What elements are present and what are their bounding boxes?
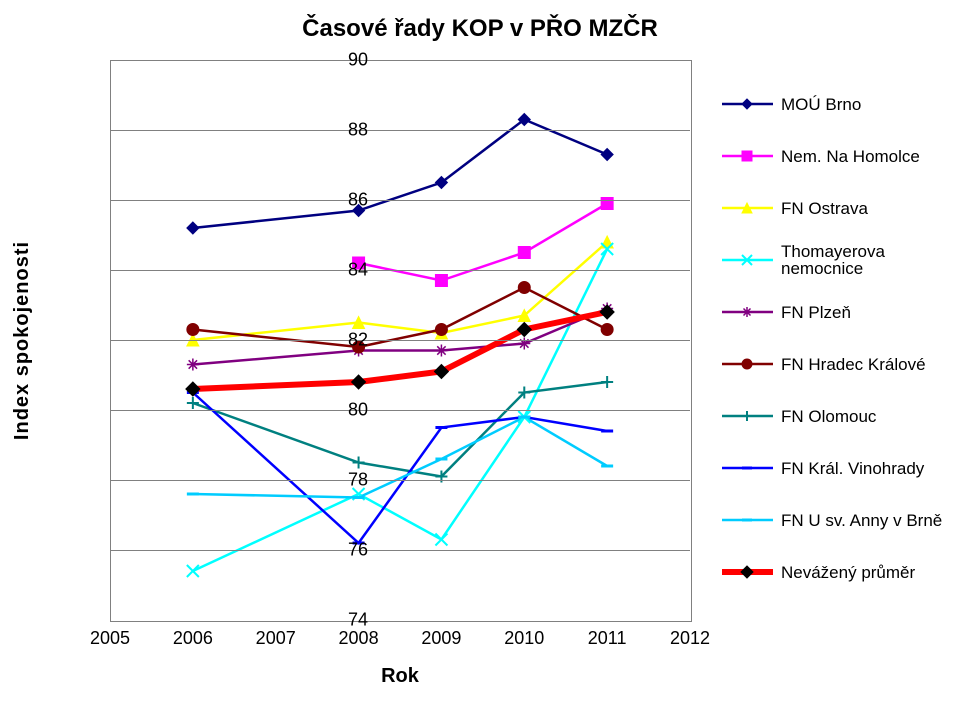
legend-label: FN Král. Vinohrady <box>775 460 924 477</box>
legend-item: FN Král. Vinohrady <box>720 442 945 494</box>
y-tick-label: 84 <box>328 260 368 281</box>
gridline <box>110 130 690 131</box>
series-line <box>193 120 607 229</box>
y-tick-label: 78 <box>328 470 368 491</box>
legend-label: Nem. Na Homolce <box>775 148 920 165</box>
chart-container: Časové řady KOP v PŘO MZČR Index spokoje… <box>0 0 960 720</box>
x-tick-label: 2009 <box>421 628 461 649</box>
gridline <box>110 550 690 551</box>
x-tick-label: 2007 <box>256 628 296 649</box>
legend-swatch <box>720 406 775 426</box>
legend-swatch <box>720 354 775 374</box>
legend-swatch <box>720 146 775 166</box>
legend-swatch <box>720 458 775 478</box>
x-tick-label: 2010 <box>504 628 544 649</box>
legend-item: FN Hradec Králové <box>720 338 945 390</box>
series-line <box>359 204 608 281</box>
y-tick-label: 80 <box>328 400 368 421</box>
legend-label: Thomayerova nemocnice <box>775 243 945 277</box>
y-tick-label: 90 <box>328 50 368 71</box>
legend-item: FN Ostrava <box>720 182 945 234</box>
legend-item: Nem. Na Homolce <box>720 130 945 182</box>
legend-item: Thomayerova nemocnice <box>720 234 945 286</box>
gridline <box>110 200 690 201</box>
x-tick-label: 2011 <box>588 628 627 649</box>
y-tick-label: 86 <box>328 190 368 211</box>
gridline <box>110 480 690 481</box>
legend-swatch <box>720 302 775 322</box>
legend-swatch <box>720 510 775 530</box>
gridline <box>110 340 690 341</box>
x-tick-label: 2012 <box>670 628 710 649</box>
legend-item: FN Plzeň <box>720 286 945 338</box>
series-line <box>193 393 607 544</box>
x-tick-label: 2005 <box>90 628 130 649</box>
chart-title: Časové řady KOP v PŘO MZČR <box>0 15 960 43</box>
x-axis-label: Rok <box>110 665 690 688</box>
legend-label: FN Hradec Králové <box>775 356 926 373</box>
legend-label: FN Plzeň <box>775 304 851 321</box>
gridline <box>110 270 690 271</box>
legend-item: FN Olomouc <box>720 390 945 442</box>
legend-item: Nevážený průměr <box>720 546 945 598</box>
legend-label: FN Olomouc <box>775 408 876 425</box>
y-tick-label: 76 <box>328 540 368 561</box>
legend-item: FN U sv. Anny v Brně <box>720 494 945 546</box>
gridline <box>110 410 690 411</box>
legend-swatch <box>720 562 775 582</box>
legend-swatch <box>720 198 775 218</box>
x-tick-label: 2006 <box>173 628 213 649</box>
x-tick-label: 2008 <box>339 628 379 649</box>
legend-swatch <box>720 250 775 270</box>
y-axis-label: Index spokojenosti <box>8 60 38 620</box>
legend-item: MOÚ Brno <box>720 78 945 130</box>
legend-label: Nevážený průměr <box>775 564 915 581</box>
y-tick-label: 82 <box>328 330 368 351</box>
legend-label: FN U sv. Anny v Brně <box>775 512 942 529</box>
legend-label: MOÚ Brno <box>775 96 861 113</box>
legend-label: FN Ostrava <box>775 200 868 217</box>
legend: MOÚ Brno Nem. Na Homolce FN Ostrava Thom… <box>720 78 945 598</box>
legend-swatch <box>720 94 775 114</box>
y-tick-label: 88 <box>328 120 368 141</box>
